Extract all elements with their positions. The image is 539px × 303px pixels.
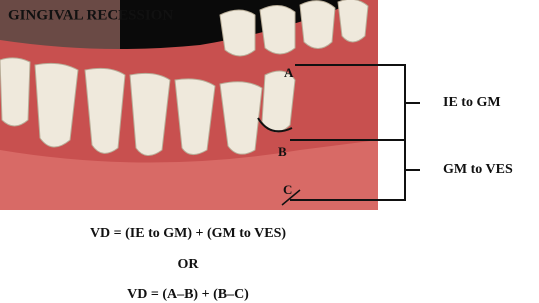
formula: VD = (IE to GM) + (GM to VES) <box>90 226 286 241</box>
measure-label: IE to GM <box>443 95 501 110</box>
measure-label: GM to VES <box>443 162 513 177</box>
title: GINGIVAL RECESSION <box>8 7 173 23</box>
formula: VD = (A–B) + (B–C) <box>127 287 249 302</box>
photo <box>0 0 378 210</box>
point-label: B <box>278 144 287 159</box>
point-label: A <box>284 65 294 80</box>
formula-or: OR <box>178 257 200 272</box>
point-label: C <box>283 182 292 197</box>
brackets <box>290 64 420 201</box>
